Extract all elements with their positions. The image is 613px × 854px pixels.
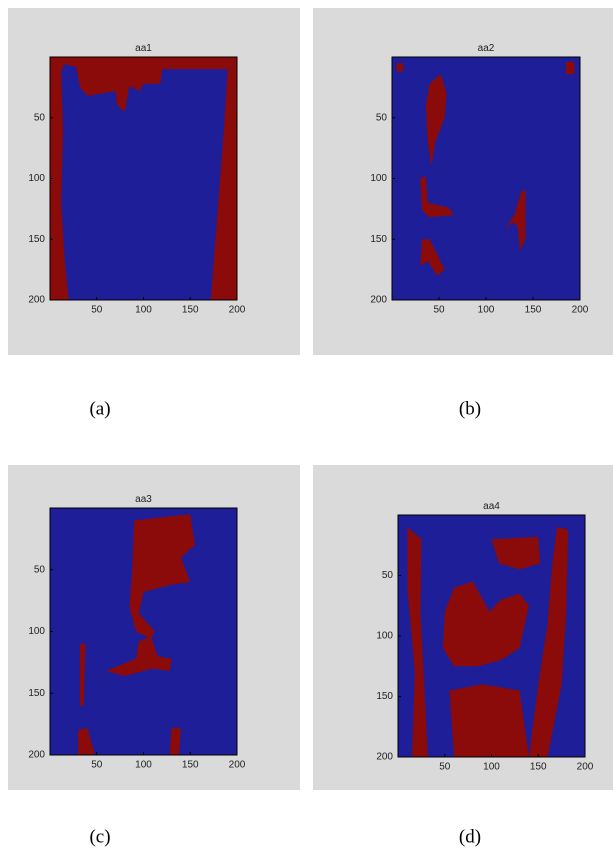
y-tick-label: 100 (28, 626, 45, 637)
plot-title: aa2 (478, 43, 495, 54)
y-tick-label: 150 (28, 234, 45, 245)
x-tick-label: 150 (182, 305, 199, 316)
y-tick-label: 50 (34, 112, 46, 123)
region (449, 684, 528, 757)
y-tick-label: 50 (376, 112, 388, 123)
y-tick-label: 200 (370, 295, 387, 306)
y-tick-label: 150 (370, 234, 387, 245)
x-tick-label: 50 (439, 762, 451, 773)
x-tick-label: 100 (483, 762, 500, 773)
x-tick-label: 200 (572, 305, 589, 316)
y-tick-label: 200 (28, 295, 45, 306)
x-tick-label: 100 (478, 305, 495, 316)
plot-title: aa3 (135, 494, 152, 505)
y-tick-label: 50 (34, 564, 46, 575)
caption: (a) (89, 398, 110, 419)
y-tick-label: 100 (28, 173, 45, 184)
x-tick-label: 150 (182, 760, 199, 771)
x-tick-label: 150 (530, 762, 547, 773)
x-tick-label: 100 (135, 305, 152, 316)
x-tick-label: 50 (91, 760, 103, 771)
y-tick-label: 100 (370, 173, 387, 184)
y-tick-label: 50 (382, 570, 394, 581)
plot-title: aa1 (135, 43, 152, 54)
region (170, 728, 181, 755)
x-tick-label: 50 (91, 305, 103, 316)
image-background (50, 57, 237, 300)
region (397, 63, 404, 72)
plot-title: aa4 (483, 501, 500, 512)
figure: aa1 50 100 150 200 50 100 150 200 (a) aa2 50 100 150 2… (0, 0, 613, 854)
y-tick-label: 150 (376, 691, 393, 702)
caption: (d) (459, 826, 481, 847)
x-tick-label: 50 (433, 305, 445, 316)
x-tick-label: 200 (229, 305, 246, 316)
y-tick-label: 150 (28, 688, 45, 699)
x-tick-label: 100 (135, 760, 152, 771)
x-tick-label: 200 (229, 760, 246, 771)
y-tick-label: 100 (376, 631, 393, 642)
caption: (b) (459, 398, 481, 419)
x-tick-label: 150 (525, 305, 542, 316)
region (566, 62, 574, 74)
caption: (c) (89, 826, 110, 847)
y-tick-label: 200 (376, 752, 393, 763)
page: {"chart_data": [ {"type": "image", "titl… (0, 0, 613, 854)
x-tick-label: 200 (577, 762, 594, 773)
y-tick-label: 200 (28, 750, 45, 761)
